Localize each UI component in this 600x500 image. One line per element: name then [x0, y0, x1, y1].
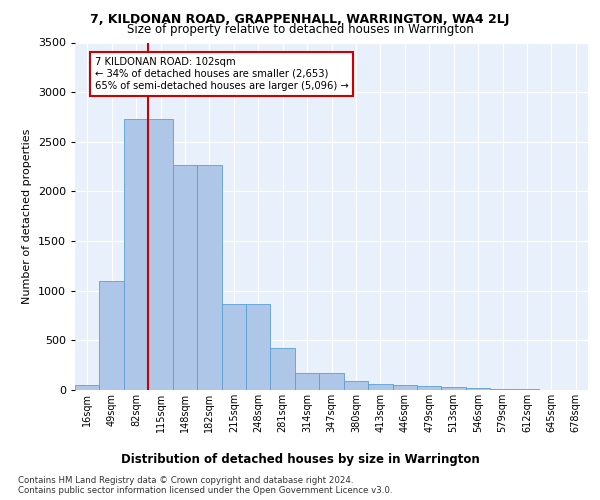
Bar — [246, 304, 271, 390]
Bar — [295, 373, 319, 390]
Bar — [221, 304, 246, 390]
Bar — [197, 164, 221, 390]
Text: Contains public sector information licensed under the Open Government Licence v3: Contains public sector information licen… — [18, 486, 392, 495]
Bar — [100, 281, 124, 390]
Bar — [490, 388, 515, 390]
Bar — [515, 389, 539, 390]
Bar — [442, 387, 466, 390]
Bar — [173, 164, 197, 390]
Text: Size of property relative to detached houses in Warrington: Size of property relative to detached ho… — [127, 22, 473, 36]
Y-axis label: Number of detached properties: Number of detached properties — [22, 128, 32, 304]
Bar — [124, 119, 148, 390]
Bar — [75, 385, 100, 390]
Bar — [466, 388, 490, 390]
Bar — [344, 380, 368, 390]
Bar — [417, 386, 442, 390]
Text: 7, KILDONAN ROAD, GRAPPENHALL, WARRINGTON, WA4 2LJ: 7, KILDONAN ROAD, GRAPPENHALL, WARRINGTO… — [91, 12, 509, 26]
Text: Distribution of detached houses by size in Warrington: Distribution of detached houses by size … — [121, 452, 479, 466]
Bar — [319, 373, 344, 390]
Bar — [148, 119, 173, 390]
Text: Contains HM Land Registry data © Crown copyright and database right 2024.: Contains HM Land Registry data © Crown c… — [18, 476, 353, 485]
Bar — [271, 348, 295, 390]
Bar — [368, 384, 392, 390]
Bar — [392, 384, 417, 390]
Text: 7 KILDONAN ROAD: 102sqm
← 34% of detached houses are smaller (2,653)
65% of semi: 7 KILDONAN ROAD: 102sqm ← 34% of detache… — [95, 58, 348, 90]
